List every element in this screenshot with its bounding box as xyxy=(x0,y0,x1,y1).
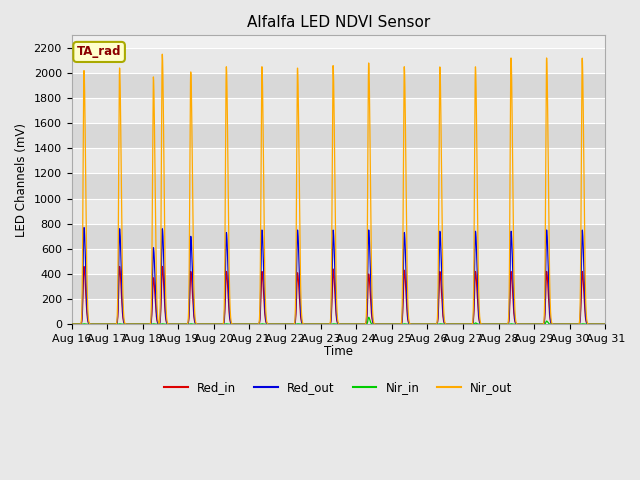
Bar xyxy=(72,148,605,173)
X-axis label: Time: Time xyxy=(324,345,353,359)
Red_in xyxy=(507,277,515,283)
Text: TA_rad: TA_rad xyxy=(77,46,122,59)
Red_out xyxy=(388,321,396,327)
Bar xyxy=(72,48,605,73)
Nir_out xyxy=(164,321,172,327)
Nir_out xyxy=(159,51,166,57)
Line: Red_in: Red_in xyxy=(72,266,605,324)
Nir_out xyxy=(415,321,422,327)
Nir_in xyxy=(466,321,474,327)
Red_out xyxy=(272,321,280,327)
Line: Nir_in: Nir_in xyxy=(72,317,605,324)
Nir_in xyxy=(415,321,422,327)
Nir_in xyxy=(68,321,76,327)
Bar xyxy=(72,274,605,299)
Y-axis label: LED Channels (mV): LED Channels (mV) xyxy=(15,123,28,237)
Red_in xyxy=(164,321,172,327)
Bar xyxy=(72,173,605,199)
Red_out xyxy=(80,225,88,230)
Title: Alfalfa LED NDVI Sensor: Alfalfa LED NDVI Sensor xyxy=(247,15,430,30)
Red_in xyxy=(602,321,609,327)
Red_in xyxy=(68,321,76,327)
Nir_out xyxy=(388,321,396,327)
Red_in xyxy=(466,321,474,327)
Nir_in xyxy=(164,321,172,327)
Nir_out xyxy=(466,321,474,327)
Line: Red_out: Red_out xyxy=(72,228,605,324)
Nir_out xyxy=(68,321,76,327)
Bar xyxy=(72,123,605,148)
Nir_out xyxy=(507,96,515,102)
Nir_in xyxy=(507,321,515,327)
Red_out xyxy=(164,321,172,327)
Red_in xyxy=(388,321,396,327)
Bar xyxy=(72,249,605,274)
Bar xyxy=(72,199,605,224)
Nir_in xyxy=(388,321,396,327)
Nir_in xyxy=(365,314,372,320)
Legend: Red_in, Red_out, Nir_in, Nir_out: Red_in, Red_out, Nir_in, Nir_out xyxy=(159,377,517,399)
Bar xyxy=(72,73,605,98)
Nir_out xyxy=(272,321,280,327)
Red_out xyxy=(68,321,76,327)
Bar xyxy=(72,299,605,324)
Line: Nir_out: Nir_out xyxy=(72,54,605,324)
Red_out xyxy=(466,321,474,327)
Nir_in xyxy=(271,321,279,327)
Nir_in xyxy=(602,321,609,327)
Nir_out xyxy=(602,321,609,327)
Red_in xyxy=(415,321,422,327)
Red_out xyxy=(507,243,515,249)
Red_in xyxy=(272,321,280,327)
Red_out xyxy=(415,321,422,327)
Red_in xyxy=(116,264,124,269)
Red_out xyxy=(602,321,609,327)
Bar xyxy=(72,98,605,123)
Bar xyxy=(72,224,605,249)
